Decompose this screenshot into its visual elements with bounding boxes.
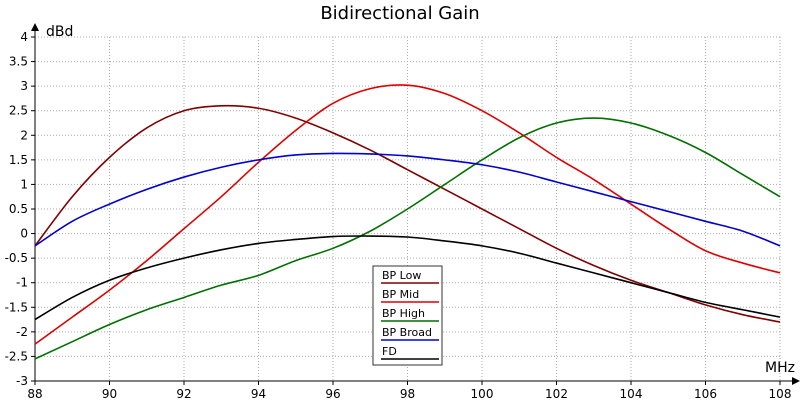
y-tick-label: 2 (20, 128, 28, 142)
y-tick-labels: -3 -2.5 -2 -1.5 -1 -0.5 0 0.5 1 1.5 2 2.5 3 3.5 4 (5, 30, 35, 388)
y-tick-label: 2.5 (9, 104, 28, 118)
y-tick-label: -0.5 (5, 251, 28, 265)
legend-label-bp-high: BP High (382, 307, 425, 320)
y-tick-label: 3 (20, 79, 28, 93)
y-tick-label: 1.5 (9, 153, 28, 167)
x-axis-arrow (792, 377, 800, 385)
x-tick-label: 102 (545, 387, 568, 400)
x-axis-label: MHz (765, 360, 795, 376)
y-tick-label: -1 (16, 276, 28, 290)
legend-label-bp-broad: BP Broad (382, 326, 432, 339)
x-tick-label: 104 (620, 387, 643, 400)
y-tick-label: -1.5 (5, 300, 28, 314)
y-tick-label: 1 (20, 177, 28, 191)
x-tick-label: 92 (176, 387, 191, 400)
x-tick-label: 106 (694, 387, 717, 400)
series-line-bp-high (34, 117, 781, 360)
y-tick-label: 3.5 (9, 55, 28, 69)
x-tick-labels: 88 90 92 94 96 98 100 102 104 106 108 (27, 381, 791, 400)
series-line-bp-broad (34, 152, 781, 247)
y-tick-label: -2 (16, 325, 28, 339)
y-tick-label: -3 (16, 374, 28, 388)
x-tick-label: 100 (471, 387, 494, 400)
chart-title: Bidirectional Gain (320, 3, 479, 24)
y-tick-label: -2.5 (5, 349, 28, 363)
y-tick-label: 0 (20, 227, 28, 241)
x-tick-label: 88 (27, 387, 42, 400)
y-axis-arrow (31, 23, 39, 31)
series-lines (34, 84, 781, 360)
x-tick-label: 96 (325, 387, 340, 400)
x-tick-label: 98 (400, 387, 415, 400)
legend-label-bp-mid: BP Mid (382, 288, 419, 301)
x-tick-label: 94 (251, 387, 266, 400)
legend-label-bp-low: BP Low (382, 269, 421, 282)
legend: BP Low BP Mid BP High BP Broad FD (372, 265, 443, 366)
legend-label-fd: FD (382, 345, 397, 358)
x-tick-label: 108 (769, 387, 792, 400)
y-tick-label: 4 (20, 30, 28, 44)
series-line-fd (34, 235, 781, 321)
x-tick-label: 90 (102, 387, 117, 400)
series-line-bp-mid (34, 84, 781, 345)
y-axis-label: dBd (46, 24, 73, 40)
y-tick-label: 0.5 (9, 202, 28, 216)
axes (31, 23, 800, 385)
